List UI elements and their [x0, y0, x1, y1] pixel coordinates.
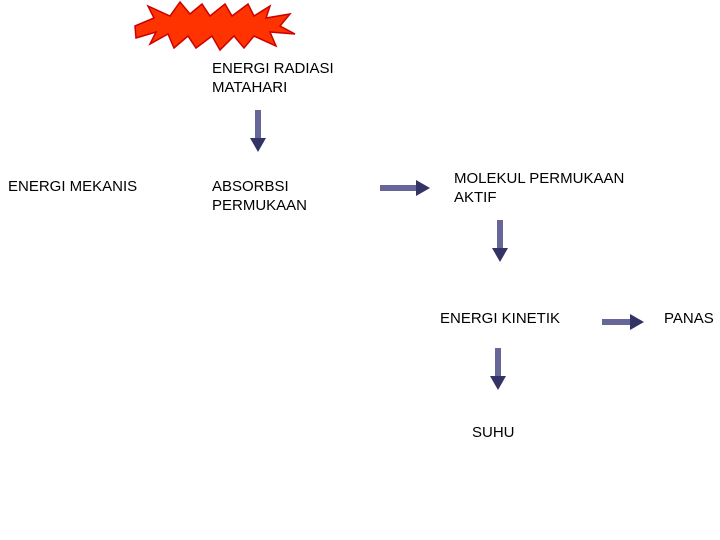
- node-energi-radiasi: ENERGI RADIASI MATAHARI: [212, 60, 334, 98]
- node-suhu: SUHU: [472, 424, 515, 443]
- arrow-right-icon: [380, 180, 430, 196]
- node-panas: PANAS: [664, 310, 714, 329]
- arrow-down-icon: [492, 220, 508, 262]
- node-energi-kinetik: ENERGI KINETIK: [440, 310, 560, 329]
- arrow-right-icon: [602, 314, 644, 330]
- burst-icon: [130, 0, 300, 57]
- node-molekul: MOLEKUL PERMUKAAN AKTIF: [454, 170, 624, 208]
- diagram-canvas: ENERGI RADIASI MATAHARI ENERGI MEKANIS A…: [0, 0, 720, 540]
- arrow-down-icon: [490, 348, 506, 390]
- arrow-down-icon: [250, 110, 266, 152]
- node-energi-mekanis: ENERGI MEKANIS: [8, 178, 137, 197]
- node-absorbsi: ABSORBSI PERMUKAAN: [212, 178, 307, 216]
